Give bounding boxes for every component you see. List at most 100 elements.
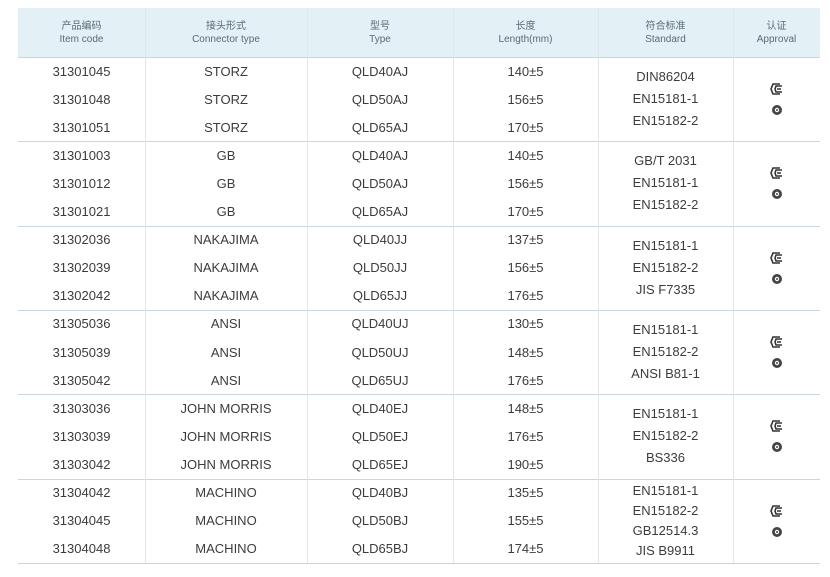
standard: JIS F7335 xyxy=(635,281,696,297)
approval-mark xyxy=(769,251,782,264)
approval-seal xyxy=(771,358,782,369)
approval-seal xyxy=(771,526,782,537)
table-cell: 148±5 xyxy=(507,400,544,416)
header-en: Type xyxy=(369,33,391,45)
approval-seal xyxy=(771,105,782,116)
table-cell: 31304042 xyxy=(52,485,111,501)
table-cell: MACHINO xyxy=(195,485,257,501)
table-cell: QLD65AJ xyxy=(351,119,409,135)
table-cell: ANSI xyxy=(210,372,242,388)
header-en: Length(mm) xyxy=(498,33,553,45)
table-cell: 156±5 xyxy=(507,175,544,191)
approval-mark xyxy=(769,83,782,95)
rule xyxy=(18,562,820,564)
approval-seal xyxy=(771,189,782,200)
table-cell: NAKAJIMA xyxy=(193,232,259,248)
header-zh: 认证 xyxy=(766,20,787,32)
standard: JIS B9911 xyxy=(635,542,696,558)
product-table: 产品编码 Item code 接头形式 Connector type 型号 Type 长度 L… xyxy=(18,8,820,564)
table-cell: 31301003 xyxy=(52,147,111,163)
standard: EN15181-1 xyxy=(632,322,699,338)
table-cell: 148±5 xyxy=(507,344,544,360)
table-cell: 31304048 xyxy=(52,541,111,557)
table-cell: QLD50EJ xyxy=(351,428,409,444)
standard: GB/T 2031 xyxy=(634,153,697,169)
table-cell: NAKAJIMA xyxy=(193,260,259,276)
table-cell: MACHINO xyxy=(195,513,257,529)
table-cell: 156±5 xyxy=(507,260,544,276)
approval-mark xyxy=(769,504,782,517)
standard: ANSI B81-1 xyxy=(631,366,700,382)
table-cell: 31302036 xyxy=(52,232,111,248)
table-cell: 140±5 xyxy=(507,147,544,163)
table-cell: QLD50BJ xyxy=(351,513,409,529)
table-cell: 140±5 xyxy=(507,63,544,79)
rule xyxy=(18,57,820,58)
header-cell: 符合标准 Standard xyxy=(598,8,733,57)
table-cell: 31305039 xyxy=(52,344,111,360)
approval-icons xyxy=(733,141,820,225)
table-cell: 170±5 xyxy=(507,119,544,135)
header-zh: 型号 xyxy=(370,20,390,32)
table-cell: ANSI xyxy=(210,344,242,360)
header-cell: 产品编码 Item code xyxy=(18,8,145,57)
standard: EN15182-2 xyxy=(632,428,699,444)
table-cell: 31301051 xyxy=(52,119,111,135)
column-rule xyxy=(733,8,734,563)
table-cell: 170±5 xyxy=(507,204,544,220)
standard: DIN86204 xyxy=(636,69,695,85)
rule xyxy=(18,225,820,227)
approval-icons xyxy=(733,310,820,394)
standards: EN15181-1 EN15182-2 BS336 xyxy=(598,394,733,478)
standard: EN15182-2 xyxy=(632,197,699,213)
table-cell: 130±5 xyxy=(507,316,544,332)
header-en: Item code xyxy=(59,33,104,45)
table-cell: QLD40AJ xyxy=(351,147,409,163)
header-en: Standard xyxy=(645,33,686,45)
table-cell: QLD65JJ xyxy=(352,288,408,304)
standard: GB12514.3 xyxy=(632,522,699,538)
standards: EN15181-1 EN15182-2 JIS F7335 xyxy=(598,226,733,310)
column-rule xyxy=(453,8,454,563)
table-cell: QLD65AJ xyxy=(351,204,409,220)
standard: EN15181-1 xyxy=(632,482,699,498)
table-cell: QLD50AJ xyxy=(351,91,409,107)
approval-icons xyxy=(733,226,820,310)
table-cell: 31302042 xyxy=(52,288,111,304)
table-cell: ANSI xyxy=(210,316,242,332)
column-rule xyxy=(145,8,146,563)
table-cell: 31301021 xyxy=(52,204,111,220)
header-cell: 长度 Length(mm) xyxy=(453,8,598,57)
table-cell: 31302039 xyxy=(52,260,111,276)
standards: EN15181-1 EN15182-2 GB12514.3 JIS B9911 xyxy=(598,479,733,563)
table-cell: JOHN MORRIS xyxy=(180,400,272,416)
table-cell: 31305042 xyxy=(52,372,111,388)
standards: EN15181-1 EN15182-2 ANSI B81-1 xyxy=(598,310,733,394)
header-zh: 产品编码 xyxy=(61,20,102,32)
approval-mark xyxy=(769,420,782,433)
column-rule xyxy=(598,8,599,563)
table-cell: 31303042 xyxy=(52,456,111,472)
table-cell: 176±5 xyxy=(507,428,544,444)
table-cell: QLD40UJ xyxy=(351,316,409,332)
standard: EN15181-1 xyxy=(632,91,699,107)
table-cell: 31303039 xyxy=(52,428,111,444)
approval-icons xyxy=(733,57,820,141)
table-cell: GB xyxy=(216,204,236,220)
header-en: Approval xyxy=(756,33,797,45)
table-cell: 155±5 xyxy=(507,513,544,529)
rule xyxy=(18,309,820,311)
approval-seal xyxy=(771,273,782,284)
header-cell: 认证 Approval xyxy=(733,8,820,57)
table-cell: 31305036 xyxy=(52,316,111,332)
table-cell: STORZ xyxy=(204,91,248,107)
table-cell: QLD65BJ xyxy=(351,541,409,557)
header-cell: 型号 Type xyxy=(307,8,453,57)
rule xyxy=(18,394,820,396)
table-cell: 31301012 xyxy=(52,175,111,191)
table-cell: GB xyxy=(216,147,236,163)
table-cell: 176±5 xyxy=(507,288,544,304)
standard: EN15181-1 xyxy=(632,237,699,253)
table-cell: MACHINO xyxy=(195,541,257,557)
